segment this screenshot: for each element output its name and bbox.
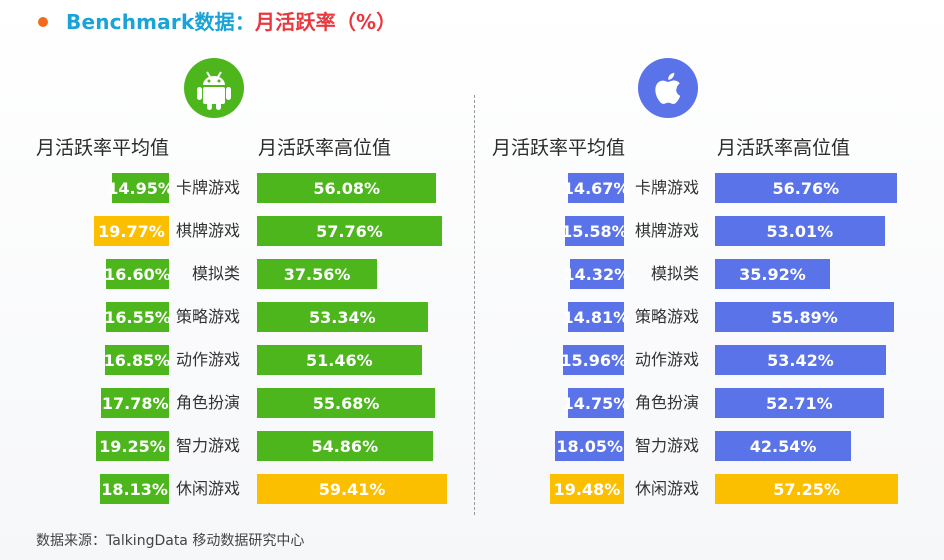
ios-avg-bar-4: 15.96% [560,345,627,375]
android-high-bar-4: 51.46% [257,345,422,375]
android-high-header: 月活跃率高位值 [258,137,392,159]
ios-avg-bar-3: 14.81% [563,302,629,332]
panel-divider [474,95,475,515]
ios-avg-bar-0: 14.67% [563,173,629,203]
ios-category-label-0: 卡牌游戏 [634,178,699,197]
apple-icon [638,58,698,118]
ios-category-label-7: 休闲游戏 [634,479,699,498]
ios-high-bar-2: 35.92% [715,259,830,289]
ios-category-label-6: 智力游戏 [634,436,699,455]
ios-avg-header: 月活跃率平均值 [492,137,626,159]
android-category-label-1: 棋牌游戏 [175,221,240,240]
ios-avg-bar-6: 18.05% [555,431,624,461]
ios-category-label-4: 动作游戏 [634,350,699,369]
android-avg-bar-6: 19.25% [95,431,169,461]
android-high-bar-3: 53.34% [257,302,428,332]
ios-category-label-5: 角色扮演 [634,393,699,412]
page-title: Benchmark数据：月活跃率（%） [38,6,397,35]
android-avg-bar-7: 18.13% [100,474,169,504]
android-icon [184,58,244,118]
android-category-label-5: 角色扮演 [175,393,240,412]
android-category-label-7: 休闲游戏 [175,479,240,498]
ios-high-bar-5: 52.71% [715,388,884,418]
title-prefix: Benchmark数据： [66,10,256,34]
source-note: 数据来源：TalkingData 移动数据研究中心 [36,533,305,549]
ios-avg-bar-2: 14.32% [563,259,630,289]
android-high-bar-5: 55.68% [257,388,436,418]
ios-high-bar-0: 56.76% [715,173,897,203]
android-avg-bar-2: 16.60% [104,259,171,289]
ios-avg-bar-5: 14.75% [563,388,629,418]
android-avg-bar-5: 17.78% [101,388,169,418]
android-high-bar-6: 54.86% [257,431,433,461]
ios-avg-bar-7: 19.48% [549,474,624,504]
android-avg-bar-3: 16.55% [104,302,171,332]
android-category-label-0: 卡牌游戏 [175,178,240,197]
android-avg-bar-4: 16.85% [104,345,170,375]
android-category-label-3: 策略游戏 [175,307,240,326]
android-category-label-2: 模拟类 [191,264,240,283]
android-avg-header: 月活跃率平均值 [36,137,170,159]
android-category-label-6: 智力游戏 [175,436,240,455]
android-high-bar-1: 57.76% [257,216,442,246]
ios-high-bar-3: 55.89% [715,302,894,332]
ios-high-header: 月活跃率高位值 [717,137,851,159]
ios-high-bar-6: 42.54% [715,431,852,461]
android-high-bar-2: 37.56% [257,259,378,289]
ios-high-bar-1: 53.01% [715,216,885,246]
android-high-bar-0: 56.08% [257,173,437,203]
android-high-bar-7: 59.41% [257,474,448,504]
ios-category-label-2: 模拟类 [650,264,699,283]
ios-category-label-3: 策略游戏 [634,307,699,326]
android-category-label-4: 动作游戏 [175,350,240,369]
bullet-dot [38,16,48,27]
title-metric: 月活跃率（%） [255,10,397,34]
ios-category-label-1: 棋牌游戏 [634,221,699,240]
android-avg-bar-0: 14.95% [107,173,174,203]
ios-high-bar-7: 57.25% [715,474,899,504]
android-avg-bar-1: 19.77% [93,216,169,246]
ios-high-bar-4: 53.42% [715,345,886,375]
ios-avg-bar-1: 15.58% [561,216,628,246]
